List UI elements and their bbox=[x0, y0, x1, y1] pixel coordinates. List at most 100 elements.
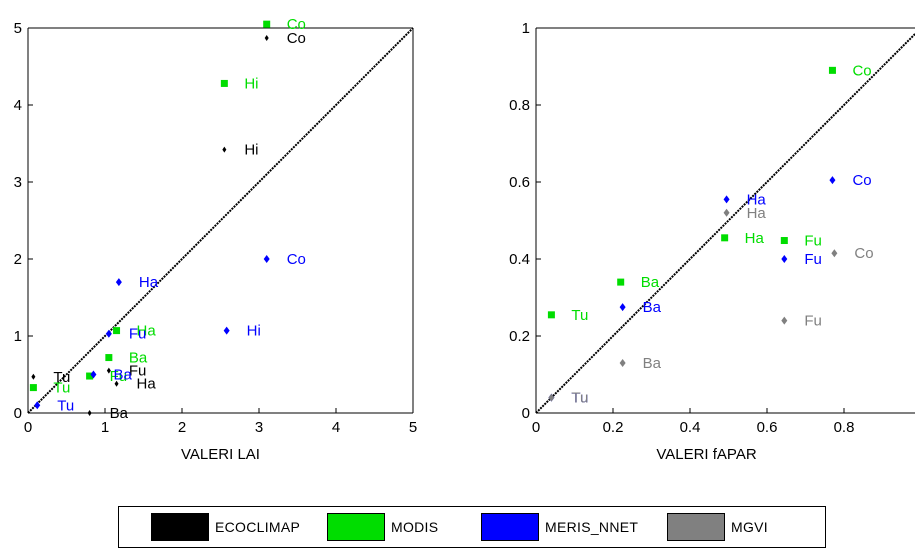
plot-panel-2: 0 0.2 0.4 0.6 0.8 0 0.2 0.4 0.6 0.8 1 VALERI fAPAR C… bbox=[509, 20, 915, 463]
point-label-co: Co bbox=[287, 251, 306, 268]
x-tick-label: 5 bbox=[409, 419, 417, 436]
x-tick-label: 0.6 bbox=[757, 419, 778, 436]
legend-item-ecoclimap: ECOCLIMAP bbox=[151, 513, 300, 541]
legend-label-mgvi: MGVI bbox=[731, 519, 768, 535]
legend-item-meris-nnet: MERIS_NNET bbox=[481, 513, 638, 541]
point-label-co: Co bbox=[854, 245, 873, 262]
data-point-fu bbox=[781, 316, 788, 325]
point-label-ha: Ha bbox=[139, 274, 159, 291]
data-point-ha bbox=[723, 195, 730, 204]
legend-item-mgvi: MGVI bbox=[667, 513, 768, 541]
x-tick-label: 0.8 bbox=[834, 419, 855, 436]
data-point-fu bbox=[105, 329, 112, 338]
point-label-ba: Ba bbox=[641, 274, 660, 291]
point-label-fu: Fu bbox=[804, 313, 822, 330]
y-tick-label: 1 bbox=[522, 20, 530, 37]
y-tick-label: 2 bbox=[14, 251, 22, 268]
y-tick-label: 0.2 bbox=[509, 328, 530, 345]
y-tick-label: 0.6 bbox=[509, 174, 530, 191]
x-tick-label: 3 bbox=[255, 419, 263, 436]
y-tick-label: 1 bbox=[14, 328, 22, 345]
point-label-hi: Hi bbox=[244, 75, 258, 92]
data-point-ba bbox=[90, 370, 97, 379]
x-tick-label: 0 bbox=[24, 419, 32, 436]
x-tick-label: 4 bbox=[332, 419, 340, 436]
data-point-hi bbox=[222, 146, 227, 153]
one-to-one-line bbox=[535, 32, 915, 414]
data-point-ba bbox=[617, 278, 625, 286]
x-axis-label: VALERI fAPAR bbox=[656, 446, 756, 463]
data-point-ha bbox=[114, 380, 119, 387]
data-point-fu bbox=[86, 372, 94, 380]
point-label-co: Co bbox=[852, 172, 871, 189]
data-point-tu bbox=[548, 393, 555, 402]
data-point-tu bbox=[34, 401, 41, 410]
data-point-ha bbox=[113, 327, 121, 335]
legend-label-modis: MODIS bbox=[391, 519, 439, 535]
point-label-ha: Ha bbox=[137, 323, 157, 340]
point-label-co: Co bbox=[287, 16, 306, 33]
point-label-fu: Fu bbox=[804, 251, 822, 268]
data-point-fu bbox=[106, 367, 111, 374]
data-point-tu bbox=[547, 311, 555, 319]
data-point-ba bbox=[619, 358, 626, 367]
point-label-ba: Ba bbox=[643, 299, 662, 316]
point-label-ba: Ba bbox=[110, 405, 129, 422]
point-label-tu: Tu bbox=[53, 369, 70, 386]
point-label-fu: Fu bbox=[129, 326, 147, 343]
point-label-ha: Ha bbox=[747, 205, 767, 222]
point-label-tu: Tu bbox=[571, 307, 588, 324]
point-label-tu: Tu bbox=[57, 397, 74, 414]
y-tick-label: 3 bbox=[14, 174, 22, 191]
point-label-ha: Ha bbox=[137, 376, 157, 393]
series-mgvi: Ha Co Fu Ba Tu bbox=[548, 205, 874, 407]
point-label-ba: Ba bbox=[113, 367, 132, 384]
x-tick-label: 0 bbox=[532, 419, 540, 436]
y-tick-label: 0.4 bbox=[509, 251, 530, 268]
series-modis: Co Ha Fu Ba Tu bbox=[547, 62, 872, 324]
point-label-ha: Ha bbox=[745, 230, 765, 247]
point-label-ha: Ha bbox=[747, 191, 767, 208]
data-point-tu bbox=[31, 373, 36, 380]
data-point-co bbox=[263, 255, 270, 263]
point-label-fu: Fu bbox=[129, 363, 147, 380]
x-tick-label: 2 bbox=[178, 419, 186, 436]
y-tick-label: 0 bbox=[522, 405, 530, 422]
data-point-hi bbox=[223, 326, 230, 335]
data-point-co bbox=[831, 249, 838, 258]
point-label-tu: Tu bbox=[571, 390, 588, 407]
point-label-co: Co bbox=[852, 62, 871, 79]
point-label-tu: Tu bbox=[571, 390, 588, 407]
legend-label-meris-nnet: MERIS_NNET bbox=[545, 519, 639, 535]
point-label-ba: Ba bbox=[129, 350, 148, 367]
data-point-co bbox=[828, 66, 836, 74]
data-point-ha bbox=[115, 278, 122, 287]
data-point-fu bbox=[780, 237, 788, 245]
x-tick-label: 0.4 bbox=[680, 419, 701, 436]
data-point-tu bbox=[29, 384, 37, 392]
data-point-ba bbox=[87, 410, 92, 416]
legend: ECOCLIMAP MODIS MERIS_NNET MGVI bbox=[118, 506, 826, 548]
data-point-ba bbox=[105, 354, 113, 362]
point-label-fu: Fu bbox=[110, 368, 128, 385]
legend-item-modis: MODIS bbox=[327, 513, 438, 541]
x-axis-label: VALERI LAI bbox=[181, 446, 260, 463]
legend-swatch-mgvi bbox=[667, 513, 725, 541]
data-point-co bbox=[263, 20, 271, 28]
data-point-ba bbox=[619, 303, 626, 312]
point-label-hi: Hi bbox=[247, 323, 261, 340]
point-label-fu: Fu bbox=[804, 233, 822, 250]
legend-swatch-ecoclimap bbox=[151, 513, 209, 541]
point-label-tu: Tu bbox=[53, 380, 70, 397]
y-tick-label: 5 bbox=[14, 20, 22, 37]
one-to-one-line bbox=[27, 27, 414, 414]
series-meris-nnet: Co Ha Fu Ba Tu bbox=[548, 172, 872, 407]
x-tick-label: 0.2 bbox=[603, 419, 624, 436]
point-label-hi: Hi bbox=[244, 142, 258, 159]
data-point-ha bbox=[721, 234, 729, 242]
